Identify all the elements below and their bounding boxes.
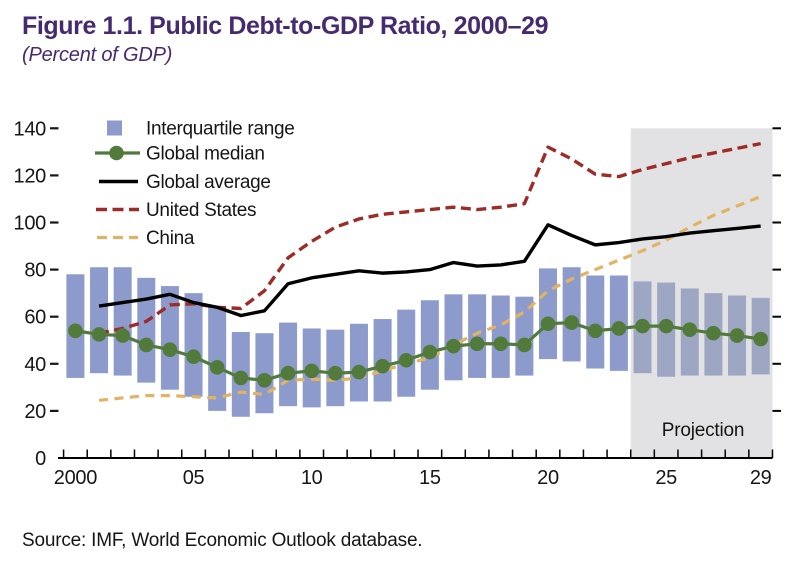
median-point bbox=[257, 372, 272, 388]
iqr-bar bbox=[515, 296, 534, 376]
median-point bbox=[162, 342, 178, 357]
median-point bbox=[706, 325, 721, 341]
median-point bbox=[446, 338, 461, 354]
x-axis-label: 05 bbox=[183, 467, 205, 489]
x-axis-label: 2000 bbox=[54, 467, 97, 489]
median-point bbox=[209, 360, 225, 375]
y-axis-label: 120 bbox=[14, 165, 47, 187]
source-note: Source: IMF, World Economic Outlook data… bbox=[22, 530, 423, 551]
y-axis-label: 140 bbox=[14, 118, 47, 140]
median-point bbox=[729, 328, 745, 343]
median-point bbox=[115, 328, 130, 343]
iqr-bar bbox=[562, 267, 581, 362]
median-point bbox=[375, 358, 390, 374]
median-point bbox=[658, 318, 674, 334]
projection-layer bbox=[630, 128, 773, 459]
median-point bbox=[280, 365, 296, 381]
lines-layer bbox=[68, 141, 768, 402]
figure-subtitle: (Percent of GDP) bbox=[22, 44, 173, 66]
iqr-bar bbox=[184, 293, 203, 397]
median-point bbox=[469, 336, 485, 352]
median-point bbox=[587, 323, 603, 339]
x-axis-label: 15 bbox=[419, 467, 441, 489]
legend-label-china: China bbox=[146, 228, 195, 249]
iqr-bar bbox=[349, 323, 368, 402]
y-axis-label: 20 bbox=[24, 401, 46, 423]
y-axis-label: 80 bbox=[24, 260, 46, 282]
y-axis-label: 100 bbox=[14, 213, 47, 235]
y-axis-label: 40 bbox=[24, 354, 46, 376]
x-axis-label: 10 bbox=[301, 467, 323, 489]
iqr-bar bbox=[90, 267, 109, 374]
median-point bbox=[138, 337, 154, 353]
legend-label-global-median: Global median bbox=[146, 144, 265, 165]
legend-marker-global-median bbox=[109, 145, 124, 161]
y-axis-label: 60 bbox=[24, 307, 46, 329]
china-line bbox=[98, 195, 762, 402]
median-point bbox=[564, 315, 579, 330]
legend-label-united-states: United States bbox=[146, 200, 256, 221]
iqr-bar bbox=[468, 294, 487, 378]
median-point bbox=[233, 370, 249, 386]
median-point bbox=[91, 327, 107, 342]
median-point bbox=[351, 364, 367, 380]
figure-title: Figure 1.1. Public Debt-to-GDP Ratio, 20… bbox=[22, 12, 549, 40]
projection-label: Projection bbox=[662, 420, 745, 441]
legend-swatch-interquartile-range bbox=[107, 120, 122, 136]
median-point bbox=[398, 352, 414, 368]
iqr-bar bbox=[160, 286, 179, 390]
iqr-bar bbox=[586, 275, 605, 369]
median-point bbox=[682, 322, 698, 337]
median-point bbox=[304, 363, 320, 379]
iqr-bar bbox=[113, 267, 132, 376]
iqr-bar bbox=[539, 268, 557, 360]
legend-label-interquartile-range: Interquartile range bbox=[146, 119, 295, 140]
median-point bbox=[517, 337, 532, 353]
x-axis-label: 20 bbox=[537, 467, 559, 489]
y-axis-label: 0 bbox=[35, 448, 46, 470]
iqr-bar bbox=[444, 294, 463, 381]
median-point bbox=[68, 323, 83, 339]
projection-region bbox=[630, 128, 773, 459]
x-axis-label: 25 bbox=[655, 467, 677, 489]
median-point bbox=[422, 344, 438, 360]
x-axis-label: 29 bbox=[750, 467, 772, 489]
iqr-bar bbox=[137, 277, 156, 383]
median-point bbox=[540, 316, 556, 332]
chart-legend: Interquartile range Global median Global… bbox=[95, 119, 295, 249]
iqr-bar bbox=[208, 307, 227, 411]
median-point bbox=[753, 331, 768, 347]
iqr-bar bbox=[279, 322, 298, 407]
legend-label-global-average: Global average bbox=[146, 172, 271, 193]
median-point bbox=[493, 336, 509, 352]
global-average-line bbox=[98, 223, 761, 318]
median-point bbox=[328, 365, 343, 381]
median-point bbox=[611, 321, 627, 336]
median-point bbox=[635, 318, 650, 334]
axes-layer: 0 20 40 60 80 100 120 140 2000 05 10 15 20 25 29 bbox=[14, 118, 781, 489]
bars-layer bbox=[66, 267, 770, 417]
median-point bbox=[186, 349, 201, 365]
